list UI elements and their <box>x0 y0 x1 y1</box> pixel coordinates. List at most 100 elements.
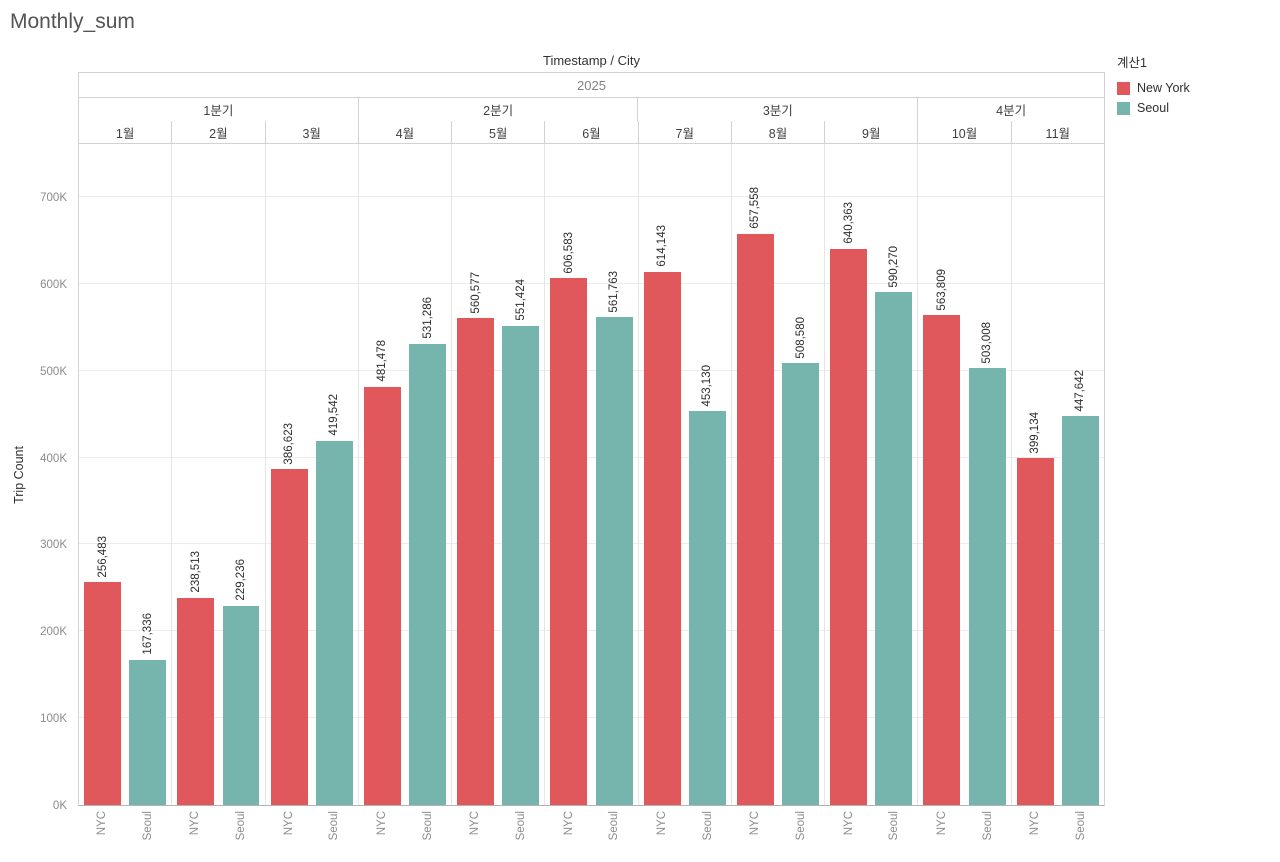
bar-value-label-text: 531,286 <box>421 296 434 339</box>
y-axis-tick-label: 100K <box>40 713 67 726</box>
x-axis-label[interactable]: NYC <box>270 811 307 835</box>
x-axis-label[interactable]: NYC <box>83 811 120 835</box>
bar-seoul[interactable] <box>688 411 726 805</box>
quarter-header[interactable]: 3분기 <box>638 98 919 121</box>
x-axis-label[interactable]: NYC <box>176 811 213 835</box>
bar-value-label: 560,577 <box>457 272 494 314</box>
bar-seoul[interactable] <box>502 326 540 805</box>
bar-new-york[interactable] <box>457 318 495 805</box>
month-header[interactable]: 6월 <box>545 121 639 143</box>
bar-seoul[interactable] <box>595 317 633 805</box>
bar-new-york[interactable] <box>84 582 121 805</box>
y-axis-tick-label: 600K <box>40 278 67 291</box>
x-axis-label-text: Seoul <box>421 811 434 841</box>
legend-item[interactable]: Seoul <box>1117 101 1190 115</box>
x-axis-label[interactable]: Seoul <box>409 811 446 840</box>
x-axis-label[interactable]: Seoul <box>1062 811 1099 840</box>
x-axis-label[interactable]: NYC <box>737 811 774 835</box>
month-header[interactable]: 11월 <box>1045 126 1071 141</box>
bar-value-label: 447,642 <box>1062 370 1099 412</box>
year-header[interactable]: 2025 <box>79 73 1104 98</box>
bar-seoul[interactable] <box>1061 416 1099 805</box>
bar-new-york[interactable] <box>830 248 868 805</box>
legend-item[interactable]: New York <box>1117 81 1190 95</box>
month-header[interactable]: 5월 <box>452 121 546 143</box>
bar-new-york[interactable] <box>643 271 681 805</box>
quarter-header[interactable]: 1분기 <box>79 98 359 121</box>
bar-value-label-text: 508,580 <box>794 316 807 359</box>
x-axis-label[interactable]: Seoul <box>689 811 726 840</box>
x-axis-cell: NYC Seoul <box>732 807 825 862</box>
bar-value-label-text: 447,642 <box>1074 369 1087 412</box>
x-axis-label[interactable]: Seoul <box>222 811 259 840</box>
bar-new-york[interactable] <box>177 597 215 805</box>
gridline <box>79 543 1104 545</box>
bar-new-york[interactable] <box>923 315 961 805</box>
bar-value-label: 508,580 <box>782 317 819 359</box>
x-axis-label-text: NYC <box>189 811 202 836</box>
bar-seoul[interactable] <box>409 343 446 805</box>
x-axis-cell: NYC Seoul <box>1012 807 1105 862</box>
month-header[interactable]: 8월 <box>732 121 826 143</box>
x-axis-label-text: NYC <box>1029 811 1042 836</box>
x-axis-label[interactable]: Seoul <box>782 811 819 840</box>
x-axis-label[interactable]: Seoul <box>969 811 1006 840</box>
x-axis-label[interactable]: NYC <box>363 811 400 835</box>
month-header[interactable]: 9월 <box>825 121 919 143</box>
month-header[interactable]: 3월 <box>266 121 359 143</box>
month-header[interactable]: 2월 <box>172 121 266 143</box>
month-header[interactable]: 1월 <box>79 121 173 143</box>
x-axis-label[interactable]: NYC <box>550 811 587 835</box>
legend: 계산1 New York Seoul <box>1117 52 1190 121</box>
bar-seoul[interactable] <box>315 440 353 805</box>
bar-new-york[interactable] <box>736 233 774 805</box>
x-axis-label[interactable]: NYC <box>830 811 867 835</box>
x-axis-label[interactable]: NYC <box>457 811 494 835</box>
x-axis-cell: NYC Seoul <box>78 807 171 862</box>
bar-value-label: 640,363 <box>830 202 867 244</box>
x-axis-label[interactable]: Seoul <box>596 811 633 840</box>
x-axis-label[interactable]: Seoul <box>502 811 539 840</box>
column-field-header: Timestamp / City <box>542 53 641 68</box>
x-axis-label-text: NYC <box>562 811 575 836</box>
x-axis-label[interactable]: Seoul <box>129 811 166 840</box>
x-axis-label[interactable]: NYC <box>923 811 960 835</box>
bar-value-label-text: 238,513 <box>189 551 202 593</box>
gridline <box>79 456 1104 458</box>
month-header[interactable]: 4월 <box>359 121 453 143</box>
x-axis-label-text: NYC <box>936 811 949 836</box>
x-axis-label[interactable]: Seoul <box>876 811 913 840</box>
bar-seoul[interactable] <box>875 292 913 805</box>
x-axis-cell: NYC Seoul <box>171 807 264 862</box>
bar-seoul[interactable] <box>129 659 167 805</box>
bar-new-york[interactable] <box>363 386 401 805</box>
y-axis-tick-label: 700K <box>40 192 67 204</box>
month-column: 657,558 508,580 <box>732 144 826 805</box>
quarter-header-row: 1분기 2분기 3분기 4분기 <box>79 98 1104 121</box>
x-axis-label[interactable]: Seoul <box>316 811 353 840</box>
bar-new-york[interactable] <box>270 469 308 805</box>
month-header[interactable]: 7월 <box>639 121 732 143</box>
x-axis-label-text: NYC <box>95 811 108 836</box>
bar-value-label: 614,143 <box>644 225 681 267</box>
x-axis-label[interactable]: NYC <box>1017 811 1054 835</box>
y-axis-tick-label: 300K <box>40 539 67 552</box>
quarter-header[interactable]: 2분기 <box>359 98 639 121</box>
bar-value-label-text: 590,270 <box>887 245 900 288</box>
x-axis-label-text: Seoul <box>1075 811 1088 841</box>
bar-seoul[interactable] <box>968 368 1006 805</box>
month-header[interactable]: 10월 <box>918 121 1012 143</box>
bar-value-label: 551,424 <box>502 279 539 321</box>
bar-value-label: 386,623 <box>271 423 308 465</box>
bar-value-label: 453,130 <box>689 365 726 407</box>
x-axis-label[interactable]: NYC <box>643 811 680 835</box>
x-axis-label-text: Seoul <box>701 811 714 841</box>
month-column: 481,478 531,286 <box>359 144 453 805</box>
bar-seoul[interactable] <box>782 363 820 805</box>
bar-seoul[interactable] <box>222 605 260 805</box>
bar-new-york[interactable] <box>550 278 588 805</box>
bar-new-york[interactable] <box>1016 458 1054 805</box>
quarter-header[interactable]: 4분기 <box>996 104 1027 118</box>
bar-value-label-text: 229,236 <box>235 559 247 601</box>
